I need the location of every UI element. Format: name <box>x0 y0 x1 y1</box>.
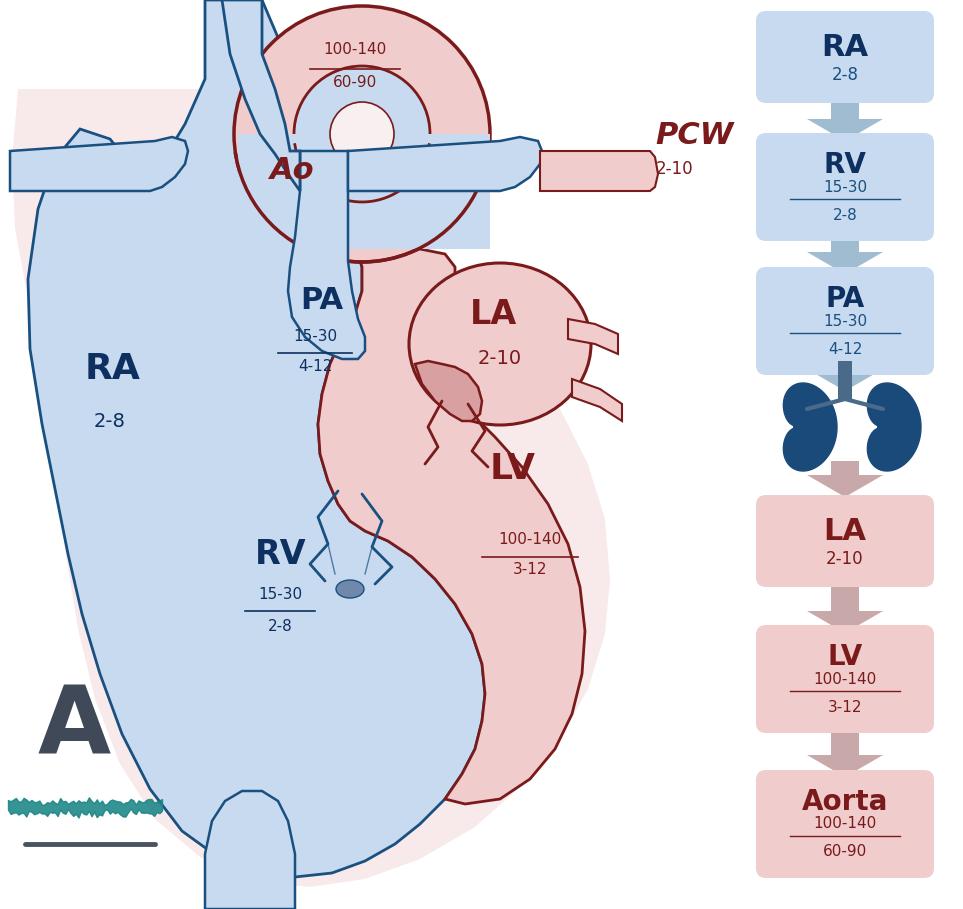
Circle shape <box>234 6 490 262</box>
FancyBboxPatch shape <box>756 267 934 375</box>
Text: 2-8: 2-8 <box>94 412 126 431</box>
Bar <box>831 94 859 119</box>
Text: 3-12: 3-12 <box>512 562 547 577</box>
Text: 4-12: 4-12 <box>828 342 862 356</box>
FancyBboxPatch shape <box>756 495 934 587</box>
Bar <box>831 365 859 369</box>
Ellipse shape <box>336 580 364 598</box>
Polygon shape <box>807 475 883 497</box>
Text: RA: RA <box>821 33 869 62</box>
Polygon shape <box>807 755 883 777</box>
Bar <box>831 723 859 755</box>
Text: 3-12: 3-12 <box>828 700 862 714</box>
Text: PCW: PCW <box>655 121 734 150</box>
Text: 2-8: 2-8 <box>831 66 858 84</box>
Bar <box>838 361 852 399</box>
Text: 15-30: 15-30 <box>823 179 867 195</box>
Text: Aorta: Aorta <box>802 788 888 816</box>
Text: 4-12: 4-12 <box>298 359 332 374</box>
Polygon shape <box>10 137 188 191</box>
Text: 100-140: 100-140 <box>499 532 561 547</box>
Text: 100-140: 100-140 <box>324 42 386 57</box>
Polygon shape <box>288 151 365 359</box>
Text: 2-10: 2-10 <box>478 349 522 368</box>
Text: LA: LA <box>823 516 867 545</box>
FancyBboxPatch shape <box>756 11 934 103</box>
Text: RV: RV <box>255 538 306 571</box>
Polygon shape <box>348 137 542 191</box>
Polygon shape <box>807 119 883 141</box>
Text: 60-90: 60-90 <box>822 844 867 860</box>
Text: RA: RA <box>85 352 141 386</box>
Bar <box>831 585 859 611</box>
Polygon shape <box>205 791 295 909</box>
Polygon shape <box>807 252 883 274</box>
Ellipse shape <box>409 263 591 425</box>
Text: RV: RV <box>823 151 867 179</box>
FancyBboxPatch shape <box>756 625 934 733</box>
Circle shape <box>330 102 394 166</box>
Polygon shape <box>807 611 883 633</box>
Text: A: A <box>38 682 111 774</box>
Text: 15-30: 15-30 <box>258 587 302 602</box>
Text: 2-8: 2-8 <box>268 619 293 634</box>
Polygon shape <box>415 361 482 421</box>
FancyBboxPatch shape <box>756 770 934 878</box>
Text: 15-30: 15-30 <box>293 329 337 344</box>
Polygon shape <box>783 383 837 471</box>
FancyBboxPatch shape <box>756 133 934 241</box>
Bar <box>831 461 859 475</box>
Bar <box>831 231 859 252</box>
Text: LA: LA <box>470 298 517 331</box>
Text: 2-10: 2-10 <box>826 550 864 568</box>
Polygon shape <box>28 0 485 877</box>
Text: Ao: Ao <box>270 156 315 185</box>
Polygon shape <box>807 369 883 391</box>
Text: LV: LV <box>827 643 863 671</box>
Text: PA: PA <box>300 286 343 315</box>
Text: LV: LV <box>490 452 536 486</box>
Polygon shape <box>318 239 585 804</box>
Text: 2-10: 2-10 <box>656 160 693 178</box>
Circle shape <box>294 66 430 202</box>
Text: 100-140: 100-140 <box>814 672 876 686</box>
Polygon shape <box>572 379 622 421</box>
Text: PA: PA <box>825 285 865 313</box>
Polygon shape <box>568 319 618 354</box>
Polygon shape <box>540 151 658 191</box>
Text: 15-30: 15-30 <box>823 314 867 328</box>
Polygon shape <box>222 0 300 191</box>
Text: 60-90: 60-90 <box>333 75 377 90</box>
Polygon shape <box>12 89 610 887</box>
Text: 100-140: 100-140 <box>814 816 876 832</box>
Text: 2-8: 2-8 <box>833 207 857 223</box>
Polygon shape <box>868 383 921 471</box>
Polygon shape <box>238 134 490 249</box>
